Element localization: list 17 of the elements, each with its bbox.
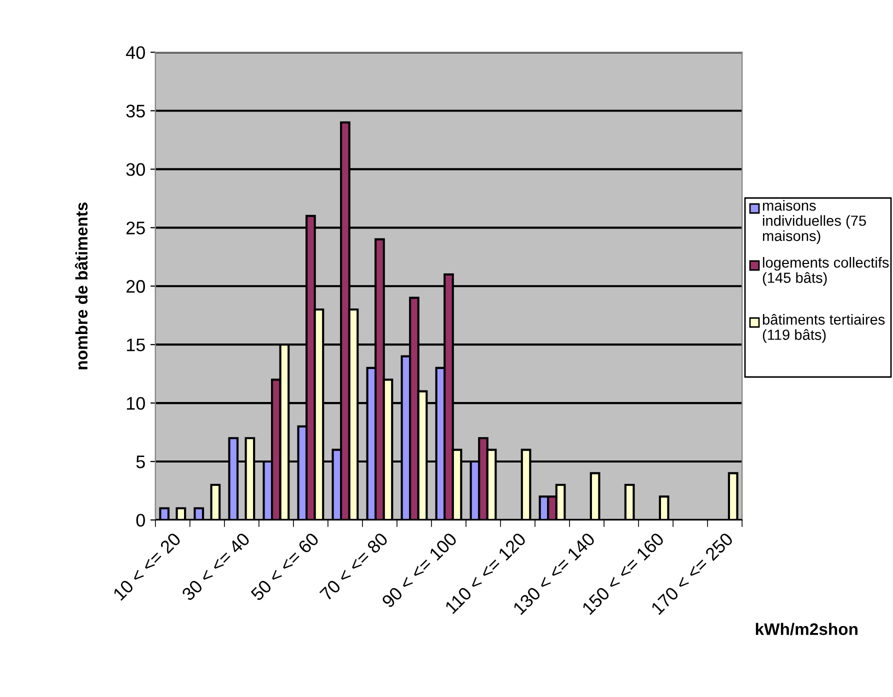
y-tick-label: 0 [136, 514, 145, 527]
legend-label: logements collectifs (145 bâts) [762, 257, 889, 286]
y-tick-label: 35 [126, 104, 145, 118]
legend-label: bâtiments tertiaires (119 bâts) [762, 314, 885, 343]
y-tick-label: 15 [126, 338, 145, 352]
x-tick-label: 30 < <= 40 [181, 532, 251, 602]
y-tick-label: 5 [136, 456, 145, 468]
x-tick-label: 10 < <= 20 [112, 532, 182, 601]
y-tick-label: 30 [126, 163, 145, 176]
x-axis-title: kWh/m2shon [756, 622, 858, 636]
y-axis-title: nombre de bâtiments [74, 202, 88, 370]
x-tick-label: 50 < <= 60 [250, 532, 320, 602]
legend-label: maisons individuelles (75 maisons) [762, 200, 866, 244]
y-tick-label: 20 [126, 280, 145, 293]
y-tick-label: 40 [126, 46, 145, 59]
y-tick-label: 10 [126, 396, 145, 410]
y-tick-label: 25 [126, 222, 145, 234]
